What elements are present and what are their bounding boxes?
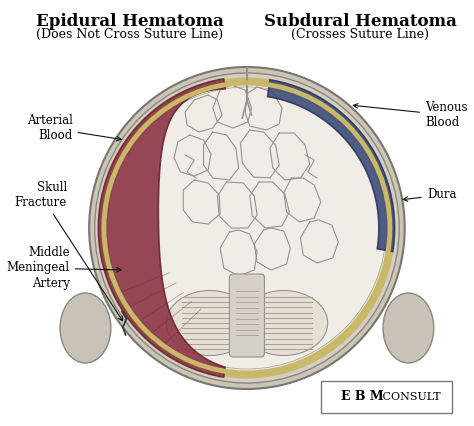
Ellipse shape bbox=[60, 293, 111, 363]
Text: Arterial
Blood: Arterial Blood bbox=[27, 114, 121, 142]
Text: (Does Not Cross Suture Line): (Does Not Cross Suture Line) bbox=[36, 28, 223, 41]
Ellipse shape bbox=[234, 285, 260, 340]
Polygon shape bbox=[267, 80, 394, 251]
Ellipse shape bbox=[95, 73, 399, 383]
Text: (Crosses Suture Line): (Crosses Suture Line) bbox=[292, 28, 429, 41]
FancyBboxPatch shape bbox=[229, 274, 264, 357]
Text: Subdural Hematoma: Subdural Hematoma bbox=[264, 13, 457, 30]
Ellipse shape bbox=[108, 87, 386, 369]
FancyBboxPatch shape bbox=[321, 381, 452, 413]
Polygon shape bbox=[99, 79, 225, 377]
Ellipse shape bbox=[89, 67, 405, 389]
Text: Venous
Blood: Venous Blood bbox=[353, 101, 467, 129]
Text: Dura: Dura bbox=[403, 188, 456, 201]
Text: E B M: E B M bbox=[341, 391, 383, 403]
Ellipse shape bbox=[166, 291, 254, 356]
Text: CONSULT: CONSULT bbox=[379, 392, 440, 402]
Ellipse shape bbox=[383, 293, 434, 363]
Text: Middle
Meningeal
Artery: Middle Meningeal Artery bbox=[7, 247, 121, 290]
Ellipse shape bbox=[102, 81, 392, 375]
Text: Skull
Fracture: Skull Fracture bbox=[15, 181, 122, 321]
Text: Epidural Hematoma: Epidural Hematoma bbox=[36, 13, 224, 30]
Ellipse shape bbox=[240, 291, 328, 356]
